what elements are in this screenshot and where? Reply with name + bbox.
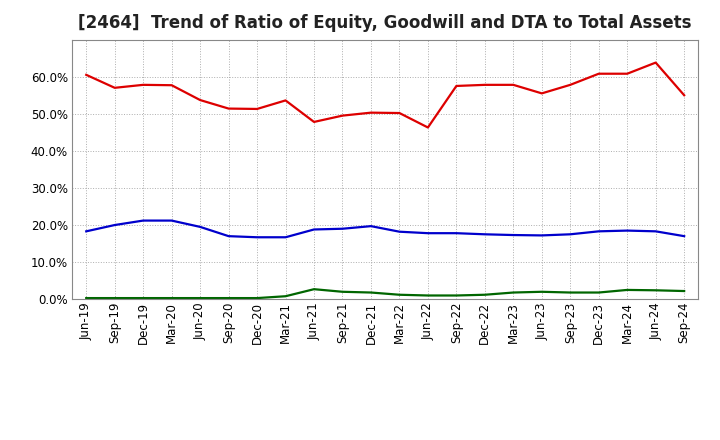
Goodwill: [452, 231, 461, 236]
Equity: [282, 98, 290, 103]
Goodwill: [395, 229, 404, 235]
Deferred Tax Assets: [310, 286, 318, 292]
Goodwill: [566, 231, 575, 237]
Line: Goodwill: Goodwill: [86, 220, 684, 237]
Equity: [196, 97, 204, 103]
Equity: [452, 83, 461, 88]
Deferred Tax Assets: [680, 288, 688, 293]
Goodwill: [480, 231, 489, 237]
Goodwill: [253, 235, 261, 240]
Equity: [139, 82, 148, 88]
Equity: [310, 119, 318, 125]
Deferred Tax Assets: [366, 290, 375, 295]
Deferred Tax Assets: [652, 288, 660, 293]
Deferred Tax Assets: [167, 295, 176, 301]
Goodwill: [537, 233, 546, 238]
Equity: [680, 92, 688, 98]
Goodwill: [652, 229, 660, 234]
Equity: [395, 110, 404, 116]
Deferred Tax Assets: [225, 295, 233, 301]
Deferred Tax Assets: [595, 290, 603, 295]
Deferred Tax Assets: [623, 287, 631, 293]
Line: Equity: Equity: [86, 62, 684, 128]
Equity: [623, 71, 631, 77]
Equity: [652, 60, 660, 65]
Deferred Tax Assets: [82, 295, 91, 301]
Goodwill: [82, 229, 91, 234]
Goodwill: [595, 229, 603, 234]
Equity: [480, 82, 489, 88]
Deferred Tax Assets: [566, 290, 575, 295]
Equity: [253, 106, 261, 112]
Equity: [423, 125, 432, 130]
Deferred Tax Assets: [139, 295, 148, 301]
Equity: [167, 83, 176, 88]
Equity: [338, 113, 347, 118]
Goodwill: [167, 218, 176, 223]
Deferred Tax Assets: [423, 293, 432, 298]
Equity: [537, 91, 546, 96]
Deferred Tax Assets: [537, 289, 546, 294]
Deferred Tax Assets: [395, 292, 404, 297]
Goodwill: [366, 224, 375, 229]
Deferred Tax Assets: [509, 290, 518, 295]
Goodwill: [282, 235, 290, 240]
Deferred Tax Assets: [196, 295, 204, 301]
Deferred Tax Assets: [480, 292, 489, 297]
Equity: [595, 71, 603, 77]
Equity: [566, 82, 575, 88]
Title: [2464]  Trend of Ratio of Equity, Goodwill and DTA to Total Assets: [2464] Trend of Ratio of Equity, Goodwil…: [78, 15, 692, 33]
Equity: [509, 82, 518, 88]
Equity: [110, 85, 119, 91]
Deferred Tax Assets: [338, 289, 347, 294]
Deferred Tax Assets: [452, 293, 461, 298]
Goodwill: [623, 228, 631, 233]
Deferred Tax Assets: [253, 295, 261, 301]
Equity: [82, 72, 91, 77]
Equity: [225, 106, 233, 111]
Goodwill: [225, 234, 233, 239]
Deferred Tax Assets: [110, 295, 119, 301]
Equity: [366, 110, 375, 115]
Goodwill: [196, 224, 204, 230]
Goodwill: [509, 232, 518, 238]
Line: Deferred Tax Assets: Deferred Tax Assets: [86, 289, 684, 298]
Goodwill: [338, 226, 347, 231]
Goodwill: [110, 222, 119, 227]
Goodwill: [680, 234, 688, 239]
Deferred Tax Assets: [282, 293, 290, 299]
Goodwill: [310, 227, 318, 232]
Goodwill: [139, 218, 148, 223]
Goodwill: [423, 231, 432, 236]
